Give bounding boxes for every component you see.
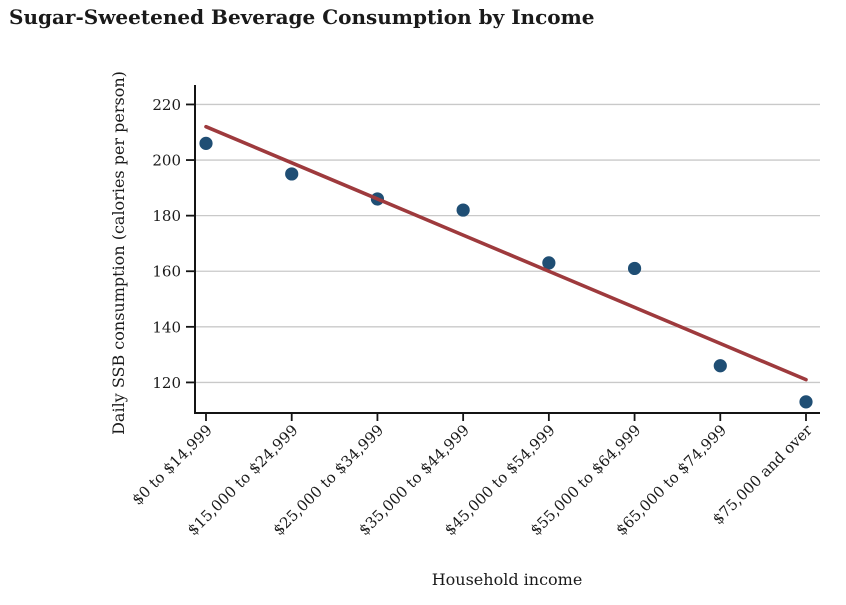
data-point xyxy=(456,203,470,217)
data-point xyxy=(285,167,299,181)
data-point xyxy=(799,395,813,409)
y-tick-label: 220 xyxy=(152,96,181,114)
data-point xyxy=(199,136,213,150)
y-tick-label: 120 xyxy=(152,374,181,392)
trend-line xyxy=(204,124,808,382)
x-tick-label: $0 to $14,999 xyxy=(128,421,215,508)
y-tick-label: 160 xyxy=(152,263,181,281)
y-axis-title: Daily SSB consumption (calories per pers… xyxy=(109,71,128,435)
y-tick-label: 200 xyxy=(152,152,181,170)
data-point xyxy=(713,359,727,373)
y-tick-label: 180 xyxy=(152,207,181,225)
chart-title: Sugar-Sweetened Beverage Consumption by … xyxy=(9,5,595,29)
x-axis-title: Household income xyxy=(432,570,583,589)
data-point xyxy=(627,261,642,276)
y-tick-label: 140 xyxy=(152,318,181,336)
data-point xyxy=(542,256,556,270)
